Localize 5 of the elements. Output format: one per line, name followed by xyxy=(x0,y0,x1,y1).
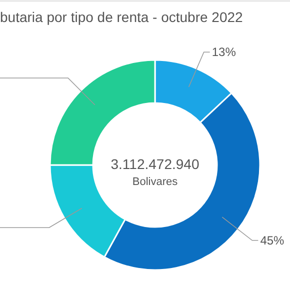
chart-title: butaria por tipo de renta - octubre 2022 xyxy=(0,9,244,25)
data-label: 45% xyxy=(260,233,285,248)
text: 3.112.472.940 xyxy=(110,156,200,172)
text: Bolivares xyxy=(132,176,178,188)
data-label: 13% xyxy=(212,45,236,60)
